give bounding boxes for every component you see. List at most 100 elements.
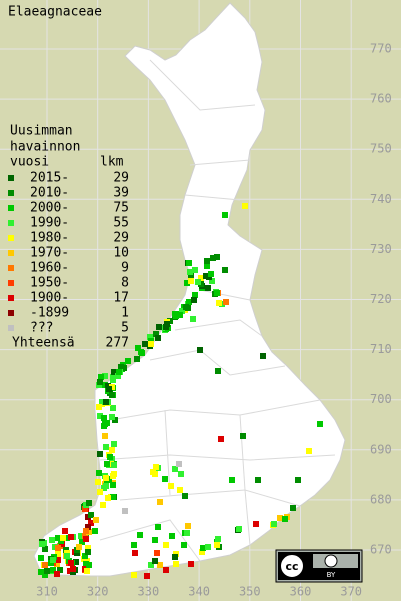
observation-square [191,297,197,303]
observation-square [185,305,191,311]
legend-count: 55 [113,216,129,231]
legend-count: 5 [121,321,129,336]
observation-square [122,508,128,514]
x-axis-label: 350 [239,585,261,599]
observation-square [188,561,194,567]
observation-square [54,561,60,567]
observation-square [131,542,137,548]
observation-square [184,530,190,536]
observation-square [185,523,191,529]
observation-square [154,550,160,556]
observation-square [216,300,222,306]
observation-square [215,536,221,542]
legend-heading: havainnon [10,140,80,155]
observation-square [55,557,61,563]
observation-square [100,502,106,508]
observation-square [44,568,50,574]
observation-square [86,500,92,506]
observation-square [150,469,156,475]
observation-square [192,292,198,298]
y-axis-label: 710 [370,342,392,356]
by-icon [324,554,338,568]
observation-square [222,212,228,218]
observation-square [152,537,158,543]
legend-swatch [8,265,14,271]
observation-square [164,321,170,327]
observation-square [64,535,70,541]
legend-label: 1980- [30,231,69,246]
observation-square [103,483,109,489]
y-axis-label: 740 [370,192,392,206]
legend-swatch [8,295,14,301]
cc-logo [279,553,305,579]
observation-square [109,392,115,398]
observation-square [103,399,109,405]
observation-square [142,341,148,347]
observation-square [163,567,169,573]
observation-square [86,562,92,568]
observation-square [92,528,98,534]
observation-square [96,404,102,410]
y-axis-label: 670 [370,543,392,557]
observation-square [306,448,312,454]
observation-square [102,433,108,439]
observation-square [199,549,205,555]
observation-square [110,494,116,500]
observation-square [55,545,61,551]
legend-swatch [8,190,14,196]
legend-count: 29 [113,171,129,186]
observation-square [260,353,266,359]
license-badge: cc BY [275,549,363,583]
legend-count-heading: lkm [100,155,124,170]
observation-square [42,546,48,552]
observation-square [109,447,115,453]
observation-square [223,299,229,305]
legend-swatch [8,205,14,211]
observation-square [155,335,161,341]
observation-square [84,568,90,574]
observations [38,203,323,579]
legend-swatch [8,310,14,316]
observation-square [173,313,179,319]
observation-square [182,493,188,499]
observation-square [208,271,214,277]
observation-square [111,369,117,375]
observation-square [214,254,220,260]
y-axis-label: 690 [370,442,392,456]
observation-square [153,331,159,337]
observation-square [215,368,221,374]
observation-square [96,470,102,476]
x-axis-label: 310 [36,585,58,599]
observation-square [110,482,116,488]
observation-square [242,203,248,209]
observation-square [62,528,68,534]
observation-square [144,573,150,579]
legend-total-label: Yhteensä [12,336,75,351]
observation-square [118,364,124,370]
observation-square [106,386,112,392]
legend-label: ??? [30,321,53,336]
y-axis-label: 760 [370,92,392,106]
observation-square [152,558,158,564]
observation-square [169,533,175,539]
observation-square [97,489,103,495]
observation-square [229,477,235,483]
observation-square [139,350,145,356]
legend-total: 277 [106,336,129,351]
observation-square [173,561,179,567]
observation-square [188,273,194,279]
observation-square [317,421,323,427]
y-axis-label: 750 [370,142,392,156]
title: Elaeagnaceae [8,5,102,20]
observation-square [83,536,89,542]
observation-square [197,347,203,353]
observation-square [277,515,283,521]
observation-square [157,562,163,568]
observation-square [195,279,201,285]
observation-square [39,541,45,547]
observation-square [103,444,109,450]
x-axis-label: 370 [340,585,362,599]
observation-square [222,267,228,273]
observation-square [188,278,194,284]
